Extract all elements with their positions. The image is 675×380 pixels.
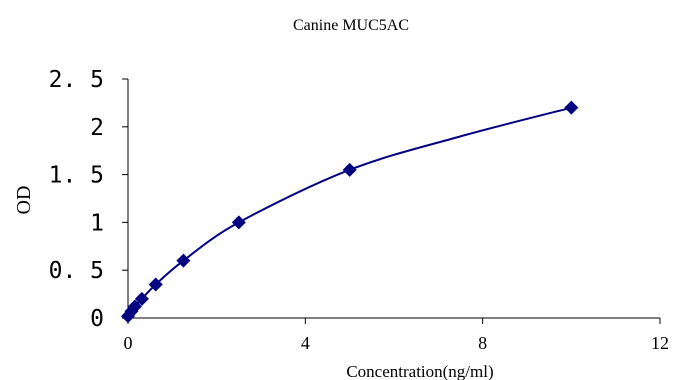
data-point-marker bbox=[176, 253, 191, 268]
x-tick-label: 0 bbox=[124, 333, 133, 353]
chart-title: Canine MUC5AC bbox=[293, 17, 409, 34]
data-markers bbox=[121, 100, 579, 324]
y-ticks: 0 0. 5 1 1. 5 2 2. 5 bbox=[49, 67, 128, 332]
y-tick-label: 2. 5 bbox=[49, 67, 104, 93]
data-point-marker bbox=[127, 299, 142, 314]
x-tick-label: 12 bbox=[651, 333, 669, 353]
fit-curve bbox=[127, 106, 572, 317]
x-tick-label: 8 bbox=[478, 333, 487, 353]
x-axis-label: Concentration(ng/ml) bbox=[346, 362, 493, 380]
y-tick-label: 1. 5 bbox=[49, 163, 104, 189]
data-point-marker bbox=[342, 162, 357, 177]
data-point-marker bbox=[231, 215, 246, 230]
y-tick-label: 1 bbox=[90, 210, 104, 236]
x-ticks: 0 4 8 12 bbox=[124, 318, 669, 353]
data-point-marker bbox=[564, 100, 579, 115]
y-tick-label: 0. 5 bbox=[49, 258, 104, 284]
data-point-marker bbox=[148, 277, 163, 292]
y-axis: 0 0. 5 1 1. 5 2 2. 5 bbox=[49, 67, 129, 332]
x-axis: 0 4 8 12 bbox=[124, 317, 669, 353]
x-tick-label: 4 bbox=[301, 333, 310, 353]
y-tick-label: 2 bbox=[90, 115, 104, 141]
y-tick-label: 0 bbox=[90, 306, 104, 332]
data-point-marker bbox=[134, 291, 149, 306]
y-axis-label: OD bbox=[13, 186, 35, 215]
